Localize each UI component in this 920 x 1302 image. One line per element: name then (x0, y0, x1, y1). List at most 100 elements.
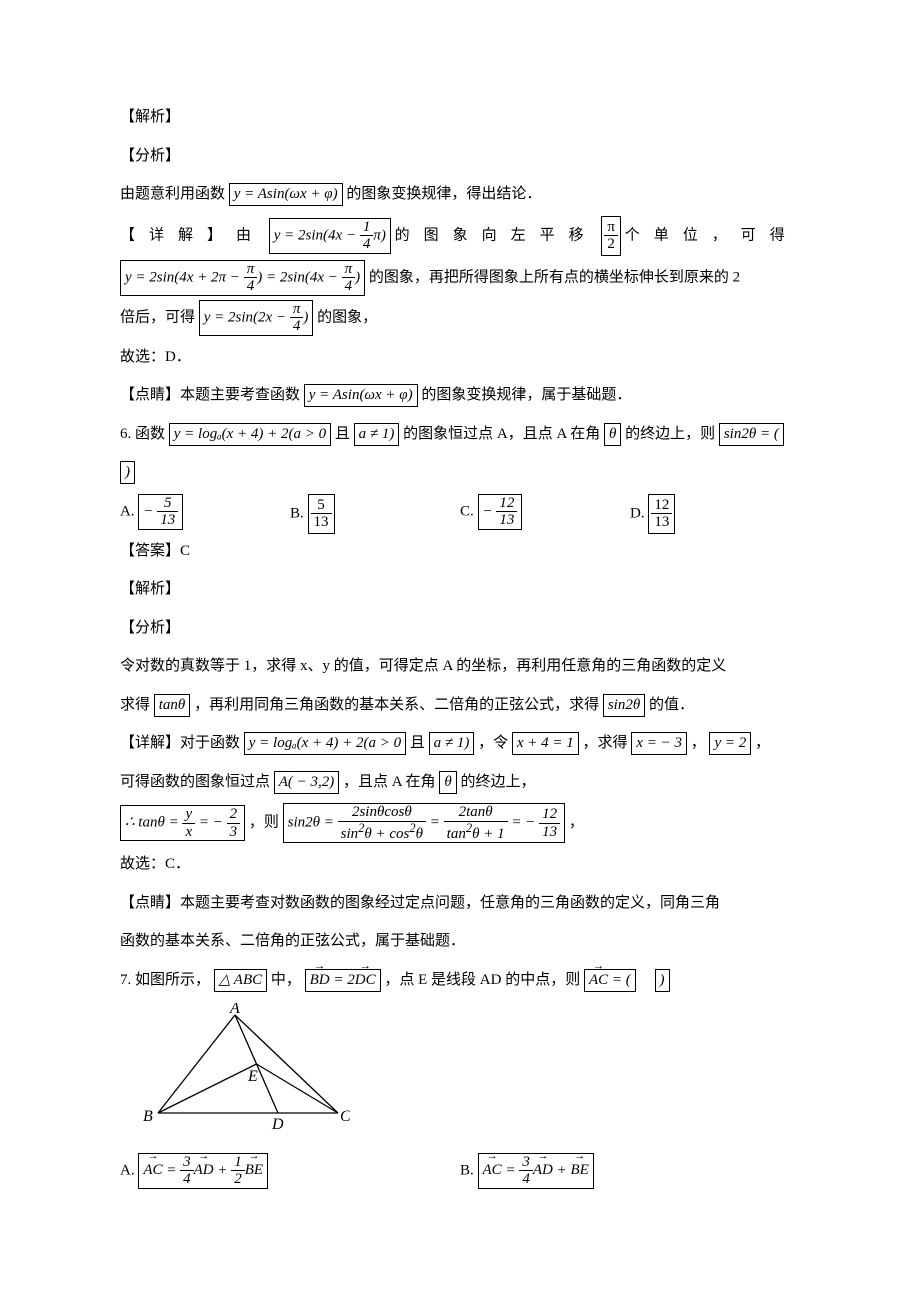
text: 的终边上， (460, 774, 535, 790)
q6-choice-b: B. 5 13 (290, 494, 460, 534)
fraction-num: 5 (311, 497, 332, 515)
text: 【点睛】本题主要考查函数 (120, 387, 300, 403)
text: ，求得 (583, 735, 628, 751)
text: ，且点 A 在角 (343, 774, 436, 790)
q6-dianjing-1: 【点睛】本题主要考查对数函数的图象经过定点问题，任意角的三角函数的定义，同角三角 (120, 886, 800, 921)
fraction-den: 13 (157, 512, 178, 529)
fraction-den: 13 (651, 514, 672, 531)
text: 函数 (135, 426, 165, 442)
q7-stem: 7. 如图所示， △ ABC 中， BD = 2DC ，点 E 是线段 AD 的… (120, 963, 800, 998)
boxed-expr: AC = 34AD + BE (478, 1153, 594, 1189)
boxed-expr: △ ABC (214, 969, 267, 992)
boxed-expr: a ≠ 1) (354, 423, 400, 446)
boxed-expr: AC = 34AD + 12BE (138, 1153, 268, 1189)
q6-choice-d: D. 12 13 (630, 494, 800, 534)
heading-fenxi: 【分析】 (120, 611, 800, 646)
text: 如图所示， (135, 972, 210, 988)
q7-choice-a: A. AC = 34AD + 12BE (120, 1153, 460, 1189)
text-spaced: 的图象向左平移 (395, 227, 598, 243)
choice-label: A. (120, 1162, 135, 1178)
q6-choices: A. − 5 13 B. 5 13 C. − 12 13 (120, 494, 800, 534)
boxed-expr: θ (604, 423, 621, 446)
q7-choice-b: B. AC = 34AD + BE (460, 1153, 800, 1189)
sign: − (143, 503, 153, 519)
heading-fenxi: 【分析】 (120, 139, 800, 174)
text: ，点 E 是线段 AD 的中点，则 (384, 972, 580, 988)
q7-choices: A. AC = 34AD + 12BE B. AC = 34AD + BE (120, 1153, 800, 1189)
q6-fenxi-1: 令对数的真数等于 1，求得 x、y 的值，可得定点 A 的坐标，再利用任意角的三… (120, 649, 800, 684)
boxed-fraction: 5 13 (308, 494, 335, 534)
choice-label: B. (290, 505, 304, 521)
fraction-num: 12 (496, 495, 517, 513)
answer-line: 故选：D． (120, 340, 800, 375)
boxed-expr: tanθ (154, 694, 191, 717)
q6-detail-2: 可得函数的图象恒过点 A( − 3,2) ，且点 A 在角 θ 的终边上， (120, 765, 800, 800)
fraction-den: 13 (496, 512, 517, 529)
heading-jiexi: 【解析】 (120, 572, 800, 607)
choice-label: D. (630, 505, 645, 521)
text: 且 (335, 426, 350, 442)
q7-diagram: ABCDE (140, 1003, 800, 1147)
boxed-expr: θ (439, 771, 456, 794)
boxed-expr: ) (120, 461, 135, 484)
text: 求得 (120, 697, 150, 713)
boxed-expr: BD = 2DC (305, 969, 381, 992)
heading-jiexi: 【解析】 (120, 100, 800, 135)
boxed-expr: sin2θ = ( (719, 423, 784, 446)
text: 倍后，可得 (120, 309, 195, 325)
analysis-line: 由题意利用函数 y = Asin(ωx + φ) 的图象变换规律，得出结论． (120, 177, 800, 212)
q6-answer: 【答案】C (120, 534, 800, 569)
svg-text:B: B (143, 1108, 153, 1125)
text: ，则 (249, 814, 279, 830)
fraction-den: 2 (604, 236, 618, 253)
text: 的图象恒过点 A，且点 A 在角 (403, 426, 600, 442)
boxed-expr: sin2θ (603, 694, 645, 717)
text: ，令 (478, 735, 508, 751)
boxed-expr: ∴ tanθ = yx = − 23 (120, 805, 245, 841)
svg-text:A: A (229, 1003, 240, 1017)
boxed-expr: y = Asin(ωx + φ) (229, 183, 343, 206)
text-spaced: 个单位，可得 (625, 227, 799, 243)
q6-detail-3: ∴ tanθ = yx = − 23 ，则 sin2θ = 2sinθcosθs… (120, 803, 800, 843)
q6-stem: 6. 函数 y = logₐ(x + 4) + 2(a > 0 且 a ≠ 1)… (120, 417, 800, 452)
fraction-num: 5 (157, 495, 178, 513)
text: 中， (271, 972, 301, 988)
boxed-expr: sin2θ = 2sinθcosθsin2θ + cos2θ = 2tanθta… (283, 803, 565, 843)
sign: − (483, 503, 493, 519)
q6-fenxi-2: 求得 tanθ ，再利用同角三角函数的基本关系、二倍角的正弦公式，求得 sin2… (120, 688, 800, 723)
boxed-expr: A( − 3,2) (274, 771, 340, 794)
boxed-expr: y = 2 (709, 732, 751, 755)
q6-choice-a: A. − 5 13 (120, 494, 290, 534)
boxed-expr: x = − 3 (631, 732, 687, 755)
boxed-expr: y = 2sin(4x + 2π − π4) = 2sin(4x − π4) (120, 260, 365, 296)
boxed-expr: y = logₐ(x + 4) + 2(a > 0 (169, 423, 331, 446)
boxed-expr: y = logₐ(x + 4) + 2(a > 0 (244, 732, 406, 755)
q6-stem-close: ) (120, 455, 800, 490)
text: 且 (410, 735, 425, 751)
text: 的终边上，则 (625, 426, 715, 442)
q6-number: 6. (120, 426, 131, 442)
text: 【详解】对于函数 (120, 735, 240, 751)
svg-text:C: C (340, 1108, 350, 1125)
text: 由题意利用函数 (120, 186, 225, 202)
text: 的图象变换规律，属于基础题． (421, 387, 631, 403)
boxed-expr: − 12 13 (478, 494, 523, 530)
text: ，再利用同角三角函数的基本关系、二倍角的正弦公式，求得 (194, 697, 599, 713)
dianjing-line: 【点睛】本题主要考查函数 y = Asin(ωx + φ) 的图象变换规律，属于… (120, 378, 800, 413)
text: ， (755, 735, 770, 751)
text: 可得函数的图象恒过点 (120, 774, 270, 790)
fraction-num: 12 (651, 497, 672, 515)
text: 的值． (649, 697, 694, 713)
fraction: 5 13 (157, 495, 178, 529)
fraction-den: 13 (311, 514, 332, 531)
text: ， (569, 814, 584, 830)
fraction-num: π (604, 219, 618, 237)
fraction: 12 13 (496, 495, 517, 529)
q6-dianjing-2: 函数的基本关系、二倍角的正弦公式，属于基础题． (120, 924, 800, 959)
text: 的图象，再把所得图象上所有点的横坐标伸长到原来的 2 (369, 269, 740, 285)
boxed-expr: AC = ( (584, 969, 636, 992)
boxed-expr: y = 2sin(2x − π4) (199, 300, 314, 336)
page: 【解析】 【分析】 由题意利用函数 y = Asin(ωx + φ) 的图象变换… (0, 0, 920, 1302)
choice-label: B. (460, 1162, 474, 1178)
q6-answer-line: 故选：C． (120, 847, 800, 882)
